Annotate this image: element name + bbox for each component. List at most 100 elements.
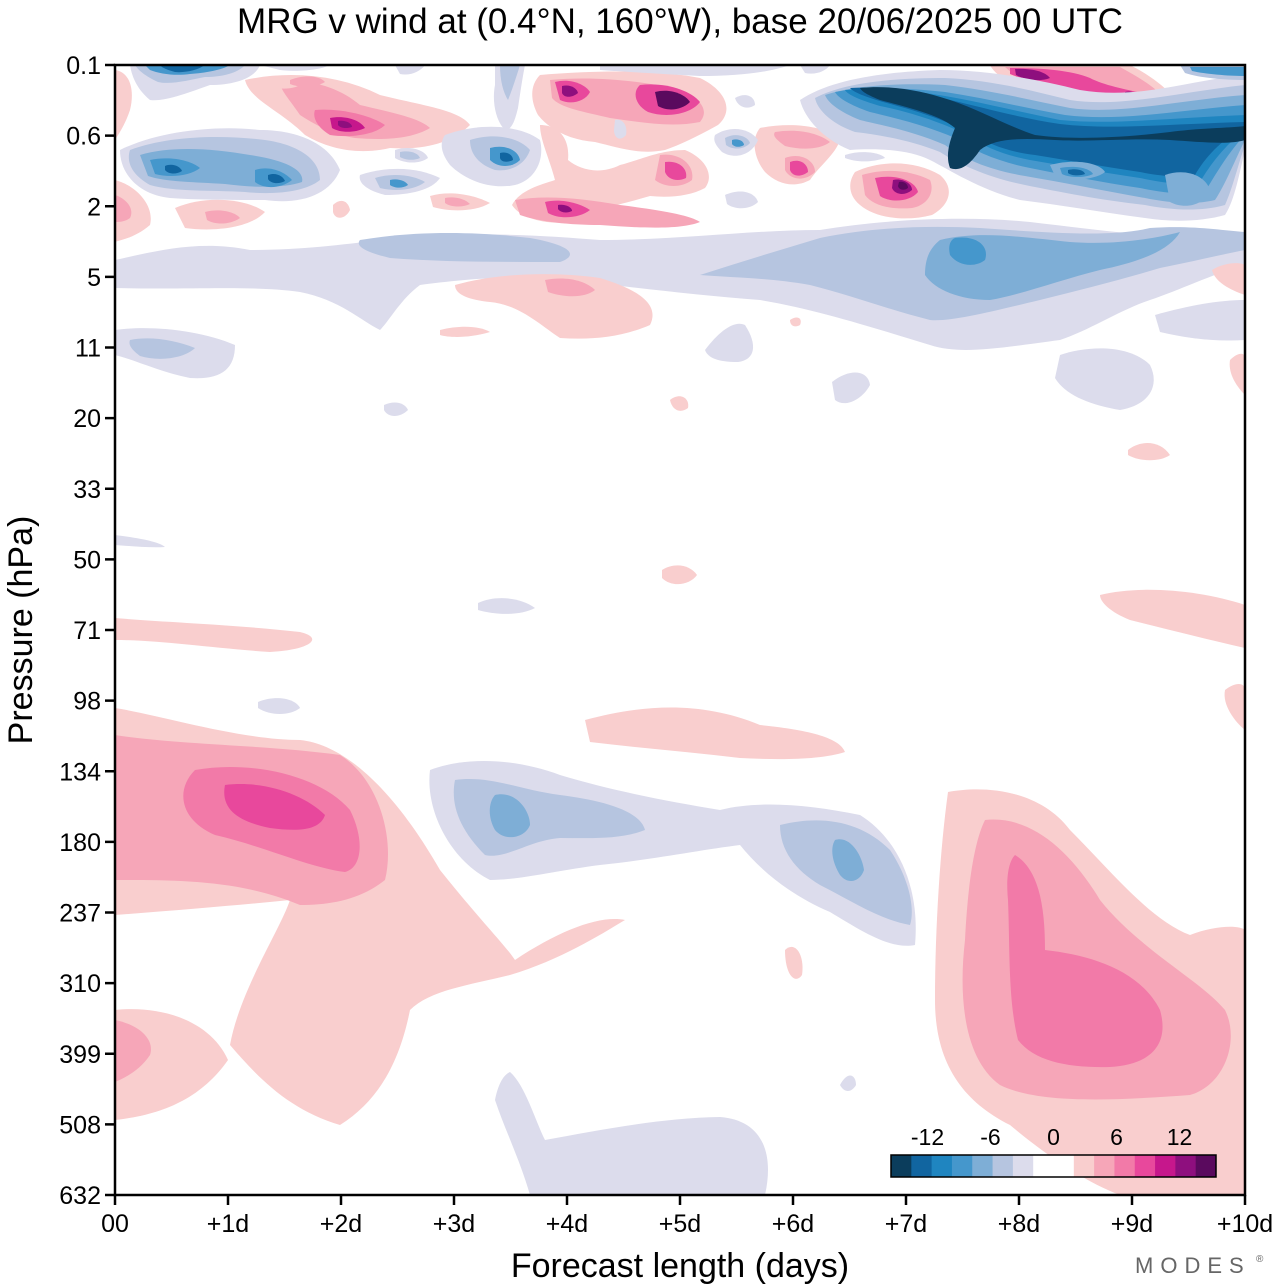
contour-neg-mid-upper-l5 bbox=[165, 164, 182, 174]
contour-neg-20c bbox=[384, 402, 408, 416]
contour-pos-11r bbox=[1229, 353, 1245, 395]
x-axis: 00 +1d +2d +3d +4d +5d +6d +7d +8d +9d +10d bbox=[101, 1195, 1273, 1238]
contour-neg-top-d bbox=[600, 65, 790, 76]
contour-neg-20b bbox=[832, 372, 870, 404]
contour-neg-1-d bbox=[614, 119, 627, 139]
contour-pos-2c2 bbox=[445, 197, 470, 207]
y-tick-label: 50 bbox=[73, 546, 101, 574]
contour-pos-98 bbox=[585, 707, 845, 760]
contour-neg-low bbox=[495, 1072, 768, 1195]
y-tick-label: 71 bbox=[73, 617, 101, 645]
logo-registered-mark: ® bbox=[1256, 1254, 1264, 1265]
contour-neg-upper-right-top3 bbox=[1190, 67, 1245, 76]
contour-pos-1-right-l2 bbox=[774, 130, 830, 149]
contour-neg-top-e bbox=[735, 95, 755, 108]
y-tick-label: 11 bbox=[75, 335, 101, 363]
contour-pos-5r bbox=[1212, 263, 1245, 295]
contour-neg-11r2 bbox=[1155, 300, 1245, 341]
contour-pos-98r bbox=[1224, 684, 1245, 730]
y-tick-label: 180 bbox=[59, 829, 101, 857]
y-tick-label: 0.1 bbox=[66, 52, 101, 80]
x-axis-label: Forecast length (days) bbox=[511, 1247, 849, 1285]
contour-neg-4-right2 bbox=[1165, 172, 1210, 206]
plot-area bbox=[115, 65, 1245, 1195]
colorbar-swatch bbox=[1175, 1155, 1197, 1177]
x-tick-label: +5d bbox=[659, 1210, 701, 1238]
contour-neg-1-b2 bbox=[400, 151, 420, 160]
colorbar-swatch bbox=[1094, 1155, 1115, 1177]
contour-neg-1-right bbox=[845, 152, 885, 162]
x-tick-label: +4d bbox=[546, 1210, 588, 1238]
contour-pos-left-l2b bbox=[115, 1020, 151, 1082]
contour-neg-98 bbox=[258, 698, 300, 714]
colorbar-swatch bbox=[1195, 1155, 1217, 1177]
contour-pos-2-left bbox=[115, 180, 151, 242]
colorbar-swatch bbox=[931, 1155, 953, 1177]
y-tick-label: 399 bbox=[59, 1041, 101, 1069]
contour-neg-2-c bbox=[725, 191, 758, 209]
contour-pos-310 bbox=[785, 946, 803, 979]
colorbar-label: 6 bbox=[1110, 1124, 1123, 1150]
colorbar-label: -12 bbox=[911, 1124, 944, 1150]
contour-pos-upper-2d-l5 bbox=[338, 120, 352, 129]
contour-pos-2-mid-l4 bbox=[558, 204, 572, 213]
contour-neg-top-left-l4 bbox=[160, 65, 205, 73]
y-tick-label: 5 bbox=[87, 264, 101, 292]
contour-neg-11b bbox=[129, 338, 195, 359]
colorbar-swatch bbox=[1012, 1155, 1034, 1177]
contour-pos-11 bbox=[440, 326, 490, 337]
contour-neg-20 bbox=[705, 323, 754, 362]
contour-pos-1-mid-l3 bbox=[665, 161, 687, 180]
contour-pos-5b bbox=[545, 278, 595, 297]
colorbar: -12 -6 0 6 12 bbox=[890, 1124, 1217, 1178]
contour-neg-top-c2 bbox=[500, 65, 520, 100]
colorbar-swatch bbox=[951, 1155, 973, 1177]
contour-pos-5 bbox=[455, 274, 653, 339]
x-tick-label: +1d bbox=[207, 1210, 249, 1238]
colorbar-swatch bbox=[891, 1155, 912, 1177]
colorbar-swatch bbox=[1073, 1155, 1095, 1177]
x-tick-label: +10d bbox=[1217, 1210, 1273, 1238]
contour-pos-upper-2d-l2 bbox=[280, 81, 430, 139]
colorbar-swatch bbox=[1155, 1155, 1176, 1177]
colorbar-swatch bbox=[911, 1155, 933, 1177]
y-axis: 0.1 0.6 2 5 11 20 33 50 71 98 134 180 237 310 399 508 63… bbox=[59, 52, 115, 1210]
contour-pos-2-b2 bbox=[205, 210, 240, 224]
contour-pos-71-right bbox=[1100, 589, 1245, 648]
y-tick-label: 20 bbox=[73, 405, 101, 433]
modes-logo: MODES bbox=[1135, 1253, 1251, 1278]
x-tick-label: +8d bbox=[998, 1210, 1040, 1238]
colorbar-swatch bbox=[1134, 1155, 1156, 1177]
colorbar-label: 12 bbox=[1167, 1124, 1193, 1150]
contour-neg-mid-l3 bbox=[489, 794, 530, 838]
x-tick-label: +6d bbox=[772, 1210, 814, 1238]
contour-neg-upper-right-small3 bbox=[1068, 169, 1085, 176]
contour-pos-left-l4 bbox=[224, 784, 325, 830]
contour-neg-strat-l3 bbox=[925, 232, 1180, 300]
contour-pos-71 bbox=[115, 618, 313, 652]
contour-pos-1-right-l3 bbox=[790, 160, 808, 176]
contour-neg-1-a4 bbox=[500, 152, 513, 162]
colorbar-swatch bbox=[992, 1155, 1014, 1177]
contour-neg-upper-right-l7 bbox=[860, 87, 1245, 170]
contour-pos-50 bbox=[662, 565, 697, 585]
y-tick-label: 0.6 bbox=[66, 123, 101, 151]
contour-pos-upper-small2 bbox=[290, 76, 325, 87]
colorbar-swatch bbox=[1053, 1155, 1075, 1177]
contour-pos-upper-8d-l4 bbox=[1015, 68, 1050, 81]
contour-pos-upper-5d-l4 bbox=[655, 90, 690, 110]
contour-neg-upper-right-top bbox=[800, 65, 830, 74]
colorbar-swatch bbox=[1033, 1155, 1054, 1177]
y-tick-label: 237 bbox=[59, 900, 101, 928]
contour-pos-2-right-l5 bbox=[898, 181, 908, 190]
y-tick-label: 632 bbox=[59, 1182, 101, 1210]
contour-neg-508 bbox=[840, 1075, 856, 1092]
contour-neg-mid-l3b bbox=[832, 839, 864, 882]
x-tick-label: +7d bbox=[885, 1210, 927, 1238]
contour-pos-20r bbox=[1128, 443, 1170, 461]
contour-pos-right-l3 bbox=[1007, 855, 1163, 1068]
contour-neg-50 bbox=[115, 535, 165, 548]
x-tick-label: +9d bbox=[1111, 1210, 1153, 1238]
contour-pos-2d bbox=[333, 200, 350, 218]
